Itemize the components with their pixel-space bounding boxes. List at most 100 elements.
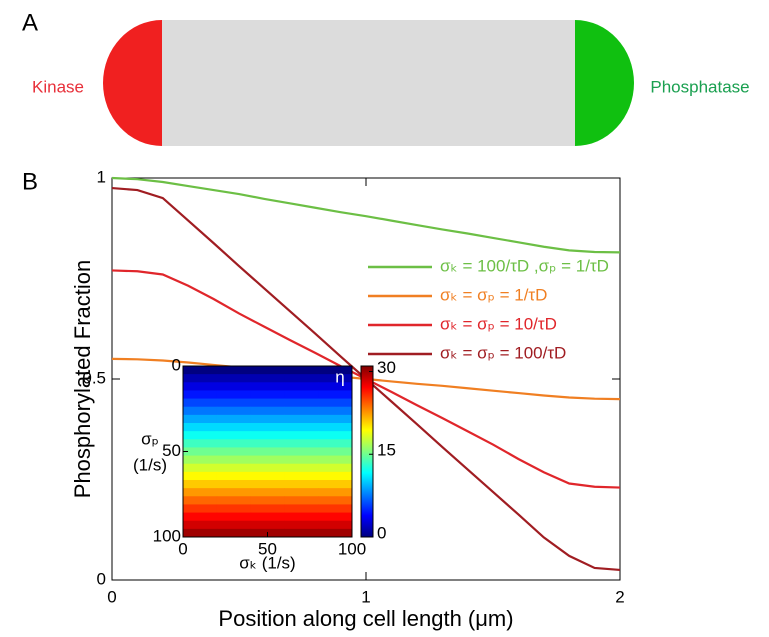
heatmap-cell bbox=[183, 463, 218, 473]
heatmap-cell bbox=[284, 431, 319, 440]
heatmap-cell bbox=[216, 455, 252, 465]
heatmap-cell bbox=[183, 520, 218, 530]
heatmap-cell bbox=[250, 398, 285, 408]
heatmap-cell bbox=[250, 390, 285, 400]
heatmap-cell bbox=[318, 480, 353, 489]
heatmap-cell bbox=[284, 504, 319, 514]
heatmap-cell bbox=[318, 463, 353, 473]
y-axis-label: σₚ bbox=[141, 429, 159, 448]
heatmap-cell bbox=[250, 512, 285, 522]
heatmap-cell bbox=[318, 504, 353, 514]
heatmap-cell bbox=[318, 398, 353, 408]
legend-label: σₖ = σₚ = 10/τD bbox=[440, 314, 557, 333]
heatmap-cell bbox=[284, 512, 319, 522]
heatmap-cell bbox=[183, 447, 218, 457]
series-line bbox=[111, 176, 621, 254]
heatmap-cell bbox=[318, 528, 353, 538]
panel-label: A bbox=[22, 9, 38, 36]
heatmap-cell bbox=[284, 398, 319, 408]
x-tick-label: 0 bbox=[107, 587, 116, 606]
heatmap-cell bbox=[250, 504, 285, 514]
x-axis-label: σₖ (1/s) bbox=[239, 553, 295, 572]
heatmap-cell bbox=[183, 398, 218, 408]
heatmap-cell bbox=[250, 447, 285, 457]
heatmap-cell bbox=[284, 414, 319, 424]
heatmap-cell bbox=[183, 414, 218, 424]
heatmap-cell bbox=[183, 471, 218, 481]
heatmap-cell bbox=[318, 512, 353, 522]
y-tick-label: 0 bbox=[97, 569, 106, 588]
heatmap-cell bbox=[250, 439, 285, 448]
heatmap-cell bbox=[284, 471, 319, 481]
heatmap-cell bbox=[250, 414, 285, 424]
heatmap-cell bbox=[284, 366, 319, 375]
heatmap-cell bbox=[250, 374, 285, 383]
heatmap-cell bbox=[318, 366, 353, 375]
heatmap-cell bbox=[318, 455, 353, 465]
heatmap-cell bbox=[250, 463, 285, 473]
legend-label: σₖ = 100/τD ,σₚ = 1/τD bbox=[440, 256, 609, 275]
heatmap-cell bbox=[284, 439, 319, 448]
heatmap-cell bbox=[250, 406, 285, 416]
heatmap-cell bbox=[216, 496, 252, 505]
heatmap-cell bbox=[318, 447, 353, 457]
heatmap-cell bbox=[183, 366, 218, 375]
heatmap-cell bbox=[250, 471, 285, 481]
heatmap-cell bbox=[318, 406, 353, 416]
heatmap-cell bbox=[284, 455, 319, 465]
heatmap-cell bbox=[216, 374, 252, 383]
heatmap-cell bbox=[284, 496, 319, 505]
y-axis-label: (1/s) bbox=[133, 455, 167, 474]
heatmap-cell bbox=[250, 431, 285, 440]
heatmap-cell bbox=[183, 374, 218, 383]
heatmap-cell bbox=[318, 488, 353, 497]
heatmap-cell bbox=[318, 414, 353, 424]
kinase-label: Kinase bbox=[32, 77, 84, 96]
colorbar-tick-label: 30 bbox=[377, 358, 396, 377]
heatmap-cell bbox=[183, 423, 218, 432]
heatmap-cell bbox=[250, 366, 285, 375]
heatmap-cell bbox=[284, 520, 319, 530]
heatmap-cell bbox=[216, 423, 252, 432]
heatmap-cell bbox=[318, 423, 353, 432]
y-tick-label: 100 bbox=[153, 526, 181, 545]
heatmap-cell bbox=[183, 431, 218, 440]
x-tick-label: 2 bbox=[615, 587, 624, 606]
heatmap-cell bbox=[216, 471, 252, 481]
cell-body bbox=[162, 20, 575, 146]
heatmap-cell bbox=[183, 528, 218, 538]
heatmap-cell bbox=[284, 463, 319, 473]
heatmap-cell bbox=[284, 423, 319, 432]
heatmap-cell bbox=[284, 528, 319, 538]
heatmap-cell bbox=[284, 382, 319, 391]
heatmap-cell bbox=[183, 488, 218, 497]
heatmap-cell bbox=[318, 374, 353, 383]
heatmap-cell bbox=[183, 480, 218, 489]
heatmap-cell bbox=[216, 512, 252, 522]
heatmap-cell bbox=[183, 382, 218, 391]
heatmap-cell bbox=[216, 447, 252, 457]
heatmap-cell bbox=[284, 374, 319, 383]
y-axis-label: Phosphorylated Fraction bbox=[70, 260, 95, 498]
colorbar bbox=[360, 365, 374, 538]
heatmap-cell bbox=[216, 414, 252, 424]
heatmap-cell bbox=[250, 423, 285, 432]
heatmap-cell bbox=[284, 390, 319, 400]
heatmap-cell bbox=[318, 439, 353, 448]
legend-label: σₖ = σₚ = 1/τD bbox=[440, 285, 547, 304]
y-tick-label: 0.5 bbox=[82, 368, 106, 387]
heatmap-cell bbox=[183, 504, 218, 514]
heatmap-cell bbox=[183, 439, 218, 448]
heatmap-cell bbox=[183, 390, 218, 400]
heatmap-cell bbox=[216, 528, 252, 538]
x-tick-label: 100 bbox=[338, 539, 366, 558]
heatmap-cell bbox=[318, 496, 353, 505]
heatmap-cell bbox=[216, 390, 252, 400]
heatmap-cell bbox=[216, 366, 252, 375]
heatmap-cell bbox=[250, 382, 285, 391]
x-tick-label: 50 bbox=[258, 539, 277, 558]
heatmap-cell bbox=[216, 439, 252, 448]
heatmap-cell bbox=[183, 512, 218, 522]
heatmap-cell bbox=[318, 520, 353, 530]
